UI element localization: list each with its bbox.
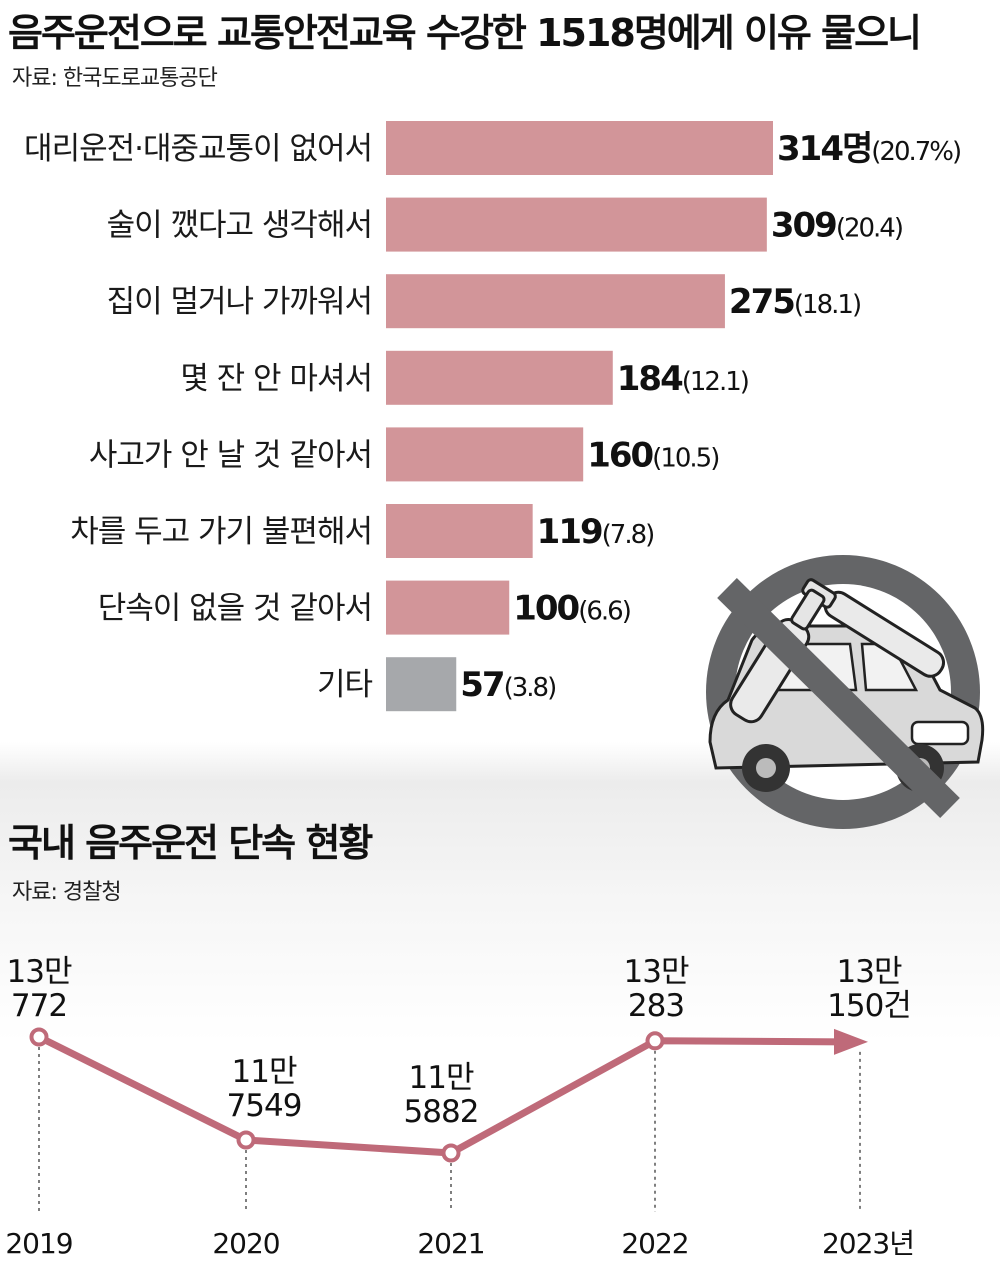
category-label: 몇 잔 안 마셔서 (180, 361, 372, 397)
category-label: 차를 두고 가기 불편해서 (70, 514, 372, 550)
arrow-head (834, 1028, 868, 1055)
value-percent: (18.1) (794, 290, 860, 320)
chart-source: 자료: 한국도로교통공단 (12, 66, 218, 91)
value-label: 309(20.4) (771, 206, 902, 246)
category-label: 대리운전·대중교통이 없어서 (24, 131, 372, 167)
value-percent: (6.6) (578, 597, 630, 627)
chart-title: 음주운전으로 교통안전교육 수강한 1518명에게 이유 물으니 (8, 11, 922, 55)
value-label: 184(12.1) (617, 359, 748, 399)
data-point (29, 1027, 49, 1047)
data-label: 13만 (7, 954, 72, 990)
value-percent: (10.5) (652, 443, 718, 473)
category-label: 기타 (317, 667, 373, 703)
value-number: 309 (771, 206, 836, 246)
data-label: 772 (11, 988, 67, 1024)
category-label: 단속이 없을 것 같아서 (98, 591, 372, 627)
data-label: 13만 (624, 954, 689, 990)
x-tick-label: 2020 (212, 1227, 279, 1260)
value-label: 314명(20.7%) (777, 129, 960, 169)
value-label: 160(10.5) (587, 435, 718, 475)
value-number: 57 (460, 665, 503, 705)
value-percent: (20.7%) (871, 137, 960, 167)
data-label: 11만 (232, 1054, 297, 1090)
category-label: 집이 멀거나 가까워서 (107, 284, 372, 320)
line-chart-title: 국내 음주운전 단속 현황 (8, 821, 373, 865)
bar (386, 657, 457, 712)
data-label: 11만 (409, 1060, 474, 1096)
data-label: 150건 (827, 988, 911, 1024)
value-number: 160 (587, 435, 653, 475)
value-label: 100(6.6) (513, 589, 630, 629)
value-label: 275(18.1) (729, 282, 860, 322)
value-number: 314명 (777, 129, 871, 169)
bar (386, 121, 773, 175)
value-percent: (20.4) (836, 214, 902, 244)
x-tick-label: 2023년 (822, 1227, 914, 1260)
value-label: 119(7.8) (537, 512, 654, 552)
value-number: 184 (617, 359, 683, 399)
value-number: 275 (729, 282, 794, 322)
bar (386, 580, 510, 635)
value-number: 100 (513, 589, 579, 629)
bar (386, 274, 725, 329)
bar (386, 350, 613, 405)
x-tick-label: 2019 (5, 1227, 72, 1260)
bar (386, 504, 533, 558)
value-percent: (3.8) (504, 673, 556, 703)
value-percent: (12.1) (682, 367, 748, 397)
data-label: 7549 (227, 1088, 302, 1124)
lower-section-background (0, 782, 1000, 1262)
data-label: 283 (628, 988, 684, 1024)
bar (386, 427, 584, 482)
x-tick-label: 2022 (621, 1227, 688, 1260)
line-chart-source: 자료: 경찰청 (12, 880, 122, 905)
category-label: 사고가 안 날 것 같아서 (89, 437, 372, 473)
x-tick-label: 2021 (417, 1227, 484, 1260)
value-label: 57(3.8) (460, 665, 555, 705)
data-point (441, 1143, 461, 1163)
data-label: 5882 (404, 1094, 479, 1130)
bar (386, 197, 767, 252)
data-label: 13만 (837, 954, 902, 990)
data-point (236, 1130, 256, 1150)
data-point (645, 1031, 665, 1051)
value-percent: (7.8) (602, 520, 654, 550)
category-label: 술이 깼다고 생각해서 (107, 208, 372, 244)
value-number: 119 (537, 512, 602, 552)
